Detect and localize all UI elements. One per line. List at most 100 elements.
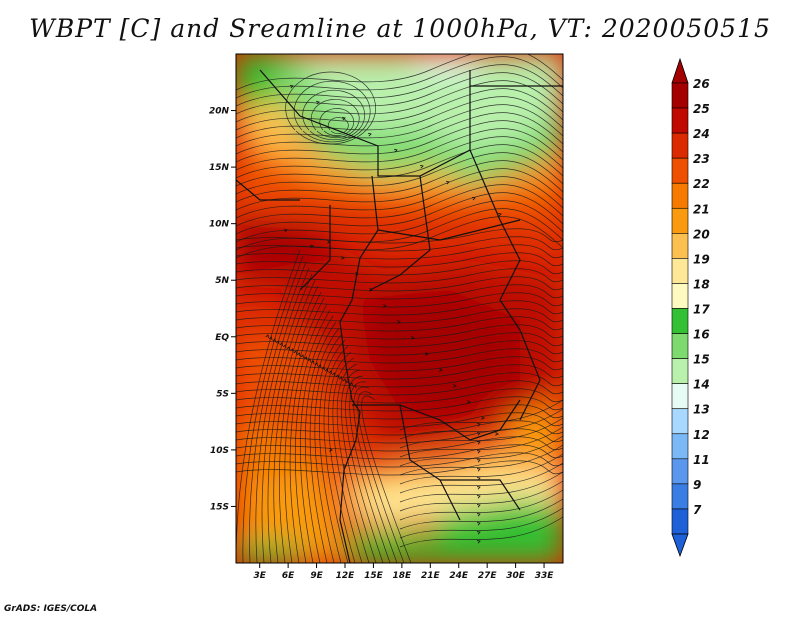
streamline (236, 316, 563, 332)
streamline (236, 340, 563, 356)
streamline-arrow (321, 366, 325, 371)
colorbar-label: 23 (693, 152, 710, 166)
colorbar-swatch (671, 308, 689, 334)
streamline-arrow (329, 448, 333, 452)
streamline-arrow (289, 84, 294, 89)
colorbar-swatch (671, 483, 689, 510)
lat-tick-label: 20N (209, 107, 230, 117)
streamline-arrow (476, 468, 481, 472)
streamline-arrow (309, 244, 314, 249)
colorbar: 26 25 24 23 22 21 20 19 18 17 16 15 14 13 12 11 9 7 (671, 57, 710, 558)
colorbar-label: 26 (693, 77, 710, 91)
streamline (319, 108, 355, 136)
streamline-arrow (317, 364, 322, 369)
streamline (399, 435, 563, 467)
streamline (309, 327, 340, 563)
streamline-arrow (476, 423, 481, 427)
streamline-arrow (279, 342, 283, 347)
streamline-arrow (476, 450, 481, 454)
lon-tick-label: 24E (449, 571, 469, 581)
streamline-arrow (476, 432, 481, 436)
streamline (353, 386, 398, 563)
streamline (236, 54, 563, 91)
colorbar-label: 24 (693, 127, 710, 141)
streamline (236, 244, 563, 260)
colorbar-swatch (671, 408, 689, 435)
colorbar-label: 12 (693, 428, 710, 442)
lon-tick-label: 27E (478, 571, 498, 581)
streamline-arrow (314, 362, 318, 367)
streamline (255, 267, 310, 563)
streamline (399, 426, 563, 458)
streamlines (236, 54, 563, 563)
streamline (236, 192, 563, 235)
streamline-arrow (419, 164, 424, 169)
streamline-arrow (272, 338, 276, 343)
streamline (399, 507, 563, 539)
streamline (399, 516, 563, 548)
streamline-arrow (425, 352, 429, 356)
streamline-arrow (383, 304, 387, 308)
streamline (236, 356, 563, 372)
colorbar-label: 16 (693, 328, 710, 342)
streamline (341, 369, 377, 563)
streamline-arrow (453, 384, 457, 388)
streamline-arrow (397, 320, 401, 324)
streamline-arrow (328, 370, 332, 375)
streamline-arrow (476, 459, 481, 463)
lon-tick-label: 21E (421, 571, 441, 581)
streamline (349, 381, 391, 563)
colorbar-label: 22 (693, 177, 710, 191)
lon-tick-label: 6E (282, 571, 295, 581)
colorbar-swatch (671, 508, 689, 535)
colorbar-label: 7 (693, 503, 702, 517)
streamline (236, 396, 563, 412)
colorbar-swatch (671, 82, 689, 109)
streamline (236, 252, 563, 268)
streamline (236, 332, 563, 348)
streamline (319, 339, 346, 563)
streamline (332, 357, 363, 563)
colorbar-label: 11 (693, 453, 710, 467)
streamline (236, 208, 563, 251)
streamline (236, 56, 563, 99)
streamline-arrow (476, 495, 481, 499)
streamline (302, 89, 365, 141)
streamline (236, 88, 563, 131)
colorbar-label: 13 (693, 403, 710, 417)
streamline (236, 112, 563, 155)
streamline (357, 391, 405, 563)
country-borders (236, 69, 563, 563)
streamline (236, 444, 563, 460)
streamline (399, 417, 563, 449)
colorbar-swatch (671, 258, 689, 284)
streamline-arrow (331, 372, 336, 377)
streamline (300, 315, 334, 563)
lat-tick-label: 5N (215, 276, 229, 286)
streamline (323, 345, 349, 563)
colorbar-swatch (671, 182, 689, 209)
streamline (236, 152, 563, 195)
streamline (236, 120, 563, 163)
streamline (399, 498, 563, 530)
streamline-arrow (296, 352, 301, 357)
streamline (328, 351, 356, 563)
lat-tick-label: 10S (210, 446, 229, 456)
streamline (236, 348, 563, 364)
streamline-arrow (275, 340, 280, 345)
latitude-axis: 20N 15N 10N 5N EQ 5S 10S 15S (209, 107, 236, 512)
colorbar-swatch (671, 458, 689, 485)
streamline-arrow (286, 346, 290, 351)
map-frame (235, 53, 564, 564)
streamline (304, 321, 337, 563)
streamline (285, 71, 376, 145)
colorbar-swatch (671, 233, 689, 259)
streamline (399, 471, 563, 503)
streamline (293, 80, 371, 143)
streamline (236, 128, 563, 171)
streamline-arrow (282, 344, 287, 349)
streamline (236, 308, 563, 324)
streamline (399, 399, 563, 431)
streamline (236, 160, 563, 203)
streamline (236, 104, 563, 147)
